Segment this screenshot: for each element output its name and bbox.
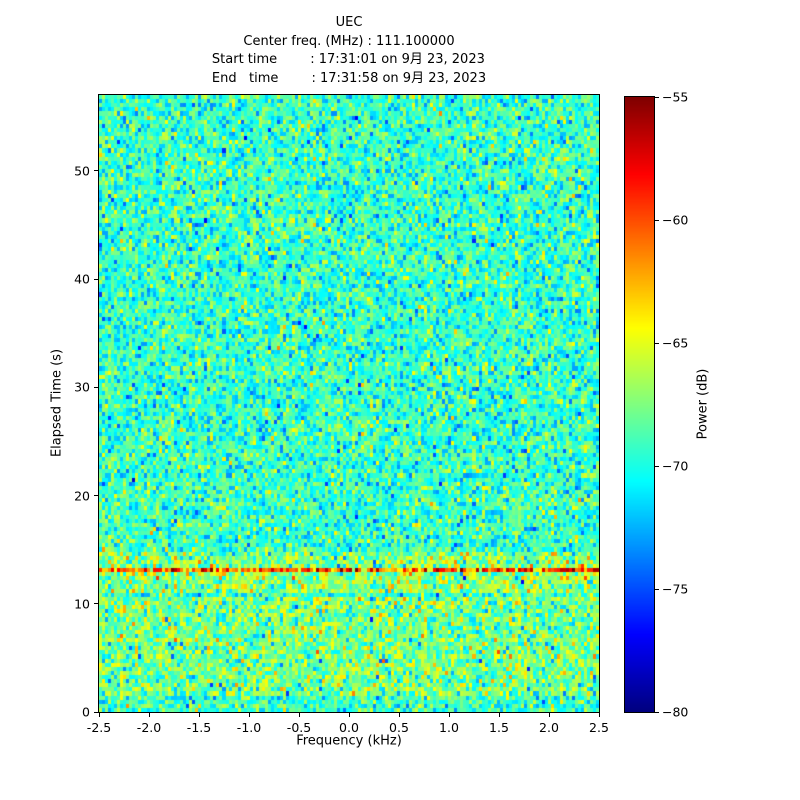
colorbar-tick-label: −75 [662, 581, 689, 597]
x-tick-label: -1.0 [236, 720, 262, 735]
x-tick-label: 0.5 [389, 720, 409, 735]
spectrogram-plot-area [98, 94, 600, 713]
x-tick-label: 1.5 [489, 720, 509, 735]
y-tick-mark [94, 170, 98, 172]
end-time-line: End time : 17:31:58 on 9月 23, 2023 [211, 70, 487, 86]
colorbar-tick-mark [655, 588, 659, 590]
x-tick-label: 1.0 [439, 720, 459, 735]
x-tick-mark [148, 713, 150, 717]
x-tick-mark [548, 713, 550, 717]
y-tick-mark [94, 278, 98, 280]
colorbar-tick-label: −55 [662, 89, 689, 105]
x-axis-label: Frequency (kHz) [296, 733, 402, 749]
x-tick-mark [598, 713, 600, 717]
colorbar-tick-mark [655, 711, 659, 713]
colorbar-tick-mark [655, 342, 659, 344]
figure-header: UEC Center freq. (MHz) : 111.100000 Star… [98, 14, 600, 88]
y-tick-mark [94, 386, 98, 388]
y-tick-label: 50 [74, 163, 90, 179]
x-tick-mark [98, 713, 100, 717]
colorbar-tick-label: −80 [662, 704, 689, 720]
y-axis-label: Elapsed Time (s) [49, 348, 65, 458]
x-tick-label: 0.0 [339, 720, 359, 735]
y-tick-mark [94, 495, 98, 496]
x-tick-mark [398, 713, 400, 717]
x-tick-mark [298, 713, 300, 717]
x-tick-label: -1.5 [186, 720, 212, 735]
y-tick-label: 0 [82, 704, 90, 720]
x-tick-mark [198, 713, 200, 717]
colorbar-tick-mark [655, 465, 659, 467]
center-freq-line: Center freq. (MHz) : 111.100000 [243, 33, 455, 49]
start-time-line: Start time : 17:31:01 on 9月 23, 2023 [211, 52, 485, 67]
x-tick-mark [498, 713, 500, 717]
x-tick-label: -0.5 [286, 720, 312, 735]
colorbar-tick-mark [655, 219, 659, 221]
colorbar-tick-mark [655, 96, 659, 98]
colorbar-gradient [625, 97, 654, 712]
y-tick-label: 10 [74, 596, 90, 612]
colorbar-tick-label: −60 [662, 212, 689, 228]
y-tick-label: 20 [74, 488, 90, 503]
colorbar-tick-label: −70 [662, 458, 689, 474]
time-range: Start time : 17:31:01 on 9月 23, 2023 End… [212, 51, 486, 88]
y-tick-mark [94, 603, 98, 605]
x-tick-mark [348, 713, 350, 717]
colorbar-tick-label: −65 [662, 335, 689, 351]
spectrogram-canvas [99, 95, 599, 712]
y-tick-mark [94, 711, 98, 713]
colorbar-label: Power (dB) [695, 368, 711, 440]
x-tick-label: 2.5 [589, 720, 609, 735]
y-tick-label: 30 [74, 379, 90, 395]
x-tick-label: 2.0 [539, 720, 559, 735]
colorbar [624, 96, 655, 713]
x-tick-label: -2.0 [136, 720, 162, 735]
x-tick-mark [248, 713, 250, 717]
plot-title: UEC [335, 15, 363, 30]
x-tick-mark [448, 713, 450, 717]
x-tick-label: -2.5 [86, 720, 112, 735]
y-tick-label: 40 [74, 271, 90, 287]
